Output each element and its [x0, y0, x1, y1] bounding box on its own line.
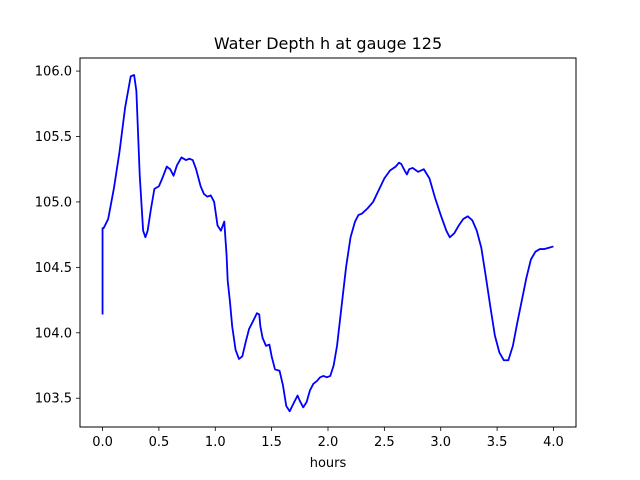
x-tick-label: 0.0: [92, 435, 113, 450]
x-tick-label: 4.0: [543, 435, 564, 450]
x-tick-label: 1.0: [205, 435, 226, 450]
x-tick-label: 2.5: [374, 435, 395, 450]
y-tick-label: 103.5: [35, 392, 72, 407]
y-axis: 103.5 104.0 104.5 105.0 105.5 106.0: [35, 65, 80, 407]
series-layer: [101, 74, 554, 413]
chart-title: Water Depth h at gauge 125: [214, 34, 442, 53]
series-line: [101, 74, 554, 413]
x-axis: 0.0 0.5 1.0 1.5 2.0 2.5 3.0 3.5 4.0: [92, 427, 564, 450]
x-axis-label: hours: [310, 456, 347, 471]
x-tick-label: 2.0: [318, 435, 339, 450]
y-tick-label: 104.0: [35, 326, 72, 341]
y-tick-label: 104.5: [35, 261, 72, 276]
x-tick-label: 3.0: [430, 435, 451, 450]
y-tick-label: 105.0: [35, 195, 72, 210]
x-tick-label: 1.5: [261, 435, 282, 450]
y-tick-label: 106.0: [35, 65, 72, 80]
plot-background: [80, 58, 576, 427]
x-tick-label: 3.5: [487, 435, 508, 450]
y-tick-label: 105.5: [35, 130, 72, 145]
x-tick-label: 0.5: [149, 435, 170, 450]
